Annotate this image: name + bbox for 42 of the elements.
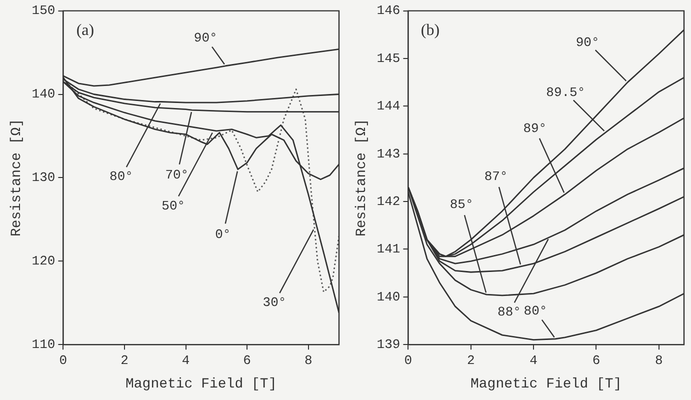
y-tick-label: 110 (32, 337, 56, 352)
x-tick-label: 6 (243, 352, 251, 368)
y-tick-label: 139 (376, 337, 400, 352)
x-tick-label: 4 (530, 352, 538, 368)
annotation: 90° (194, 30, 218, 46)
annotation: 89° (523, 120, 547, 136)
x-tick-label: 8 (304, 352, 312, 368)
x-tick-label: 0 (404, 352, 412, 368)
y-tick-label: 141 (376, 242, 400, 257)
y-tick-label: 120 (32, 254, 56, 269)
y-tick-label: 145 (376, 50, 400, 66)
x-tick-label: 2 (120, 352, 128, 368)
y-tick-label: 142 (376, 194, 400, 209)
annotation: 80° (110, 169, 133, 184)
y-tick-label: 150 (32, 3, 56, 18)
annotation: 50° (162, 198, 186, 214)
x-axis-title: Magnetic Field [T] (125, 376, 277, 392)
y-axis-title: Resistance [Ω] (9, 118, 26, 237)
x-tick-label: 2 (466, 352, 475, 368)
annotation: 85° (450, 196, 474, 212)
annotation: 90° (576, 34, 600, 50)
y-axis-title: Resistance [Ω] (354, 118, 370, 237)
annotation: 88° (498, 304, 521, 320)
annotation: 0° (215, 226, 231, 242)
y-tick-label: 143 (376, 146, 400, 162)
x-tick-label: 8 (655, 352, 663, 368)
annotation: 30° (262, 295, 286, 310)
annotation: 87° (484, 168, 508, 184)
y-tick-label: 130 (32, 170, 56, 186)
annotation: (a) (76, 22, 94, 40)
annotation: 89.5° (546, 84, 586, 100)
y-tick-label: 144 (376, 98, 400, 114)
y-tick-label: 140 (32, 86, 56, 102)
x-tick-label: 4 (182, 352, 190, 368)
annotation: 70° (165, 168, 189, 183)
y-tick-label: 140 (376, 289, 400, 304)
annotation: (b) (420, 22, 440, 40)
x-axis-title: Magnetic Field [T] (470, 376, 622, 392)
x-tick-label: 6 (592, 352, 600, 368)
annotation: 80° (524, 303, 548, 318)
y-tick-label: 146 (376, 3, 400, 18)
x-tick-label: 0 (59, 352, 68, 368)
